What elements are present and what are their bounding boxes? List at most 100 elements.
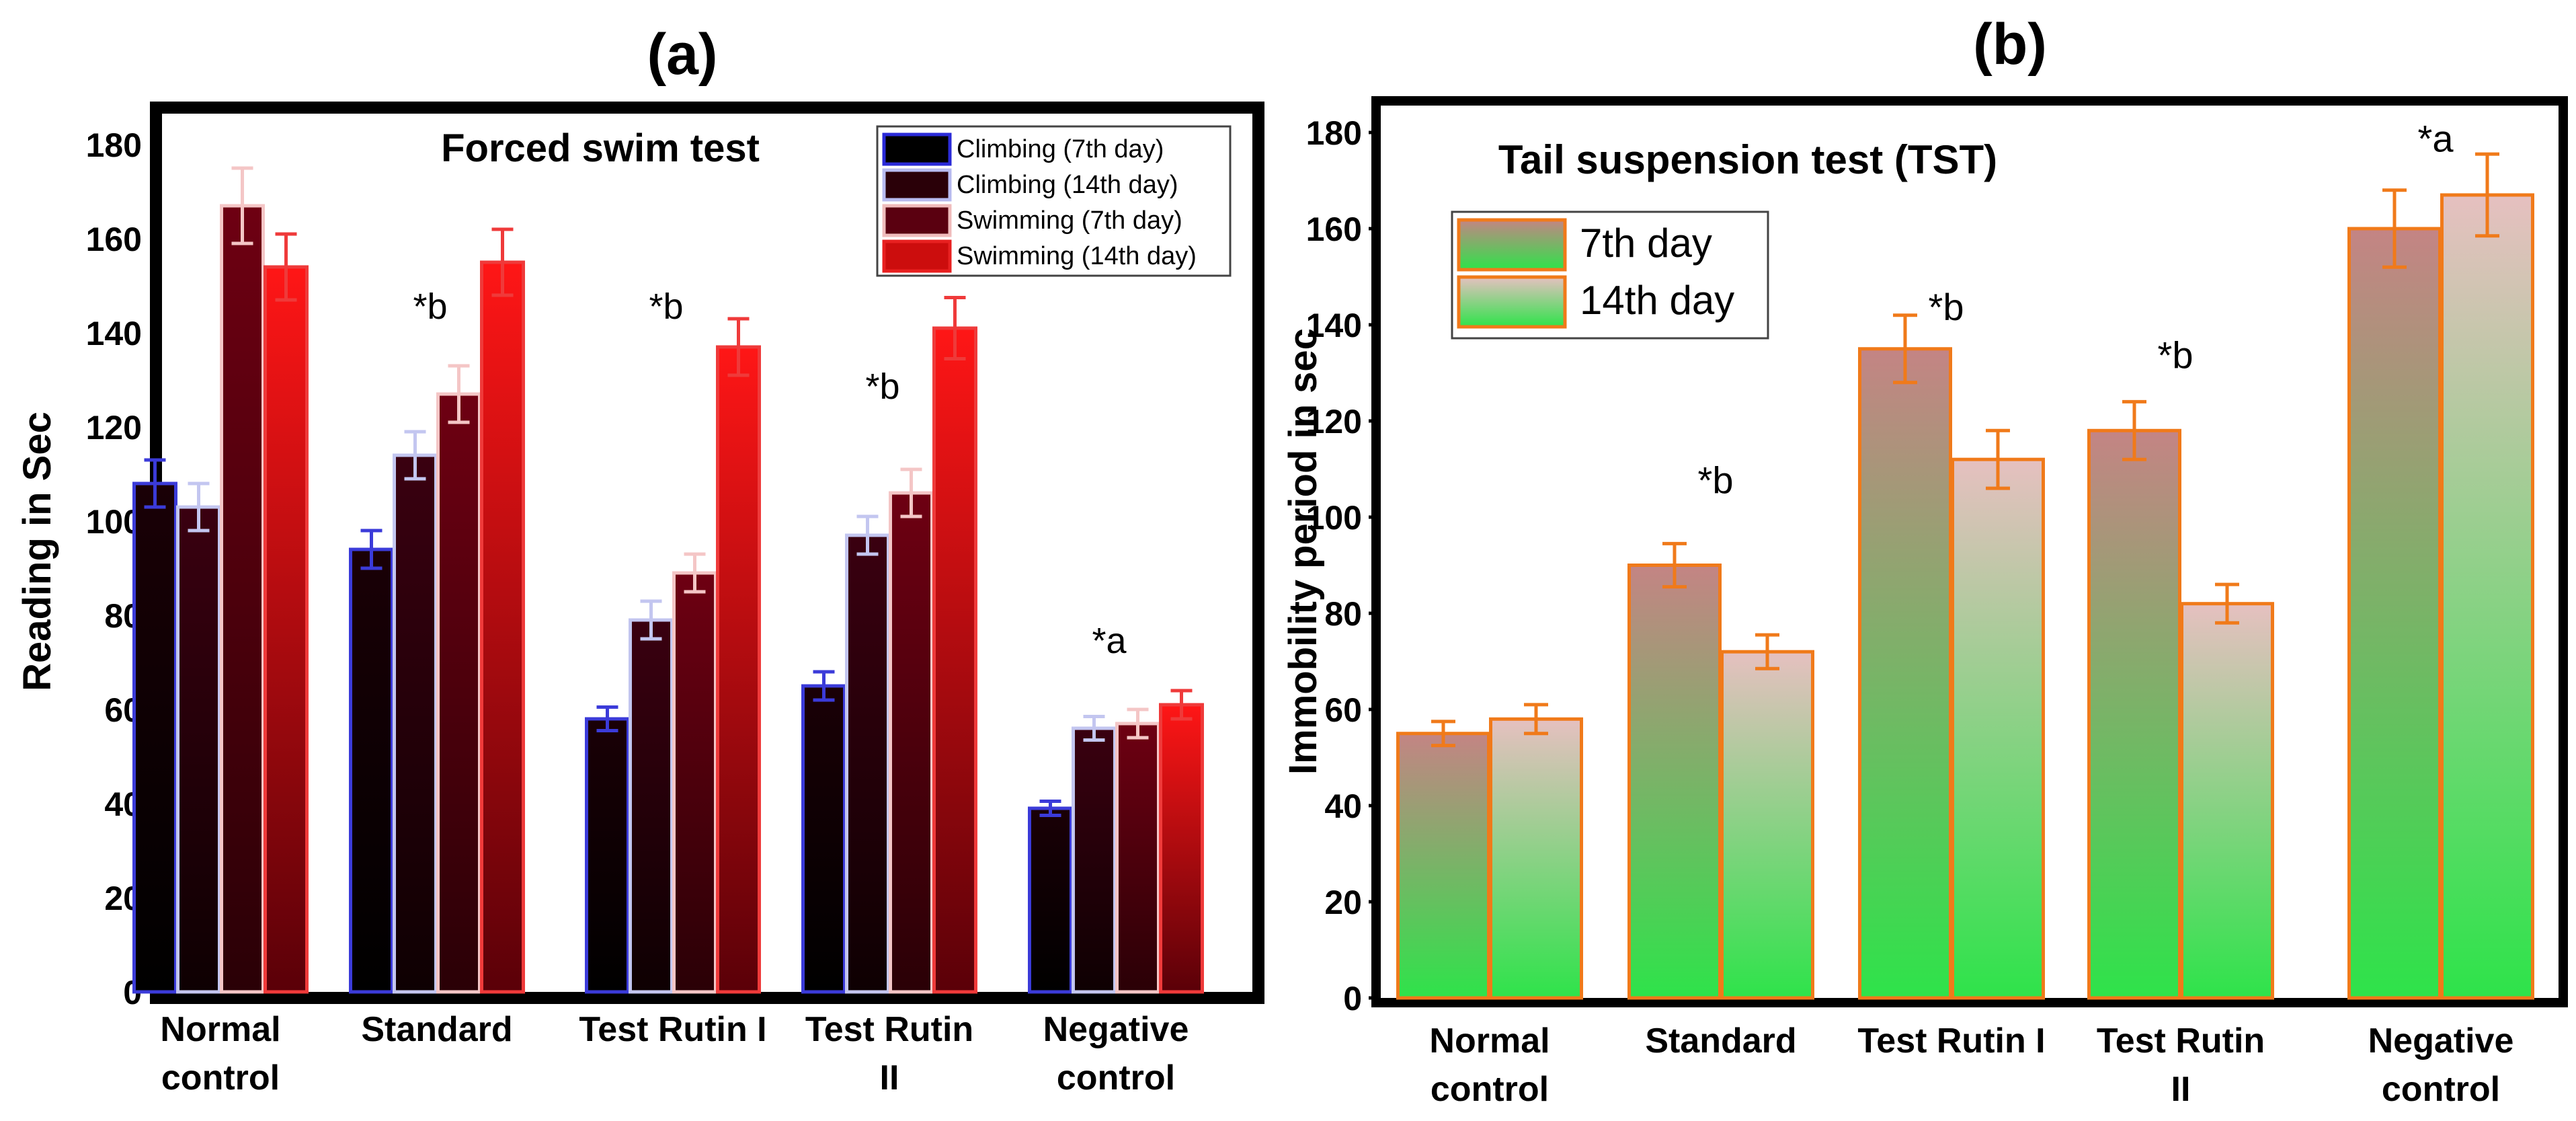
panel-b-legend: 7th day 14th day: [1451, 210, 1769, 340]
panel-a-x-tick-label: Standard: [361, 1010, 512, 1049]
panel-a-legend-label: Climbing (7th day): [957, 135, 1164, 163]
panel-b-y-tick-label: 80: [1324, 595, 1362, 633]
panel-a-bar: [889, 491, 934, 994]
panel-a-error-bar: [448, 364, 470, 424]
panel-a-x-tick-label: Test Rutin I: [579, 1010, 766, 1049]
panel-a-bar: [1115, 722, 1160, 994]
panel-b-bar: [1951, 457, 2045, 1000]
panel-b-bar: [2440, 193, 2534, 1000]
panel-a-y-tick-label: 180: [86, 126, 142, 164]
panel-b-tail-suspension-chart: (b) Tail suspension test (TST) Immobilit…: [1281, 12, 2568, 1109]
panel-a-legend-swatch: [882, 239, 952, 273]
panel-a-error-bar: [1127, 707, 1149, 740]
panel-a-x-tick-label: control: [161, 1058, 280, 1097]
panel-b-legend-label: 7th day: [1580, 221, 1712, 266]
panel-a-significance-label: *b: [649, 286, 683, 327]
panel-a-error-bar: [900, 467, 922, 518]
panel-a-error-bar: [188, 481, 210, 533]
panel-b-bar: [1627, 564, 1722, 1000]
panel-a-legend-label: Swimming (14th day): [957, 242, 1197, 270]
panel-a-y-tick-label: 120: [86, 409, 142, 447]
panel-b-error-bar: [2122, 399, 2146, 461]
panel-b-y-axis-label: Immobility period in sec: [1281, 328, 1325, 775]
panel-b-legend-label: 14th day: [1580, 278, 1734, 323]
panel-b-x-tick-label: control: [1431, 1070, 1549, 1109]
panel-b-title: Tail suspension test (TST): [1498, 137, 1997, 182]
panel-a-legend-label: Swimming (7th day): [957, 206, 1182, 235]
panel-b-y-tick-label: 60: [1324, 691, 1362, 729]
panel-b-x-tick-label: Negative: [2368, 1021, 2514, 1060]
panel-a-error-bar: [1039, 800, 1061, 817]
panel-a-error-bar: [944, 296, 966, 360]
panel-a-significance-label: *b: [413, 286, 447, 327]
panel-a-error-bar: [596, 705, 618, 732]
panel-a-bar: [1028, 806, 1073, 994]
panel-b-y-tick-label: 0: [1343, 980, 1362, 1017]
panel-b-error-bar: [2475, 152, 2499, 238]
panel-a-forced-swim-chart: (a) Forced swim test Reading in Sec 0204…: [15, 22, 1264, 1097]
panel-a-bar: [801, 684, 846, 994]
panel-a-error-bar: [727, 317, 750, 377]
panel-b-x-tick-label: Test Rutin: [2097, 1021, 2265, 1060]
panel-b-y-tick-label: 20: [1324, 884, 1362, 921]
panel-b-y-tick-label: 120: [1306, 403, 1362, 440]
panel-b-significance-label: *b: [1698, 459, 1734, 501]
panel-a-error-bar: [275, 232, 297, 302]
panel-a-legend-swatch: [882, 204, 952, 237]
panel-b-x-tick-label: Test Rutin I: [1857, 1021, 2045, 1060]
panel-b-significance-label: *a: [2418, 118, 2454, 160]
panel-b-x-tick-label: Normal: [1429, 1021, 1549, 1060]
panel-b-legend-swatch: [1457, 218, 1567, 272]
panel-b-annotations: *b *b *b *a: [1698, 118, 2454, 502]
panel-a-bar: [436, 392, 481, 994]
panel-b-y-tick-label: 140: [1306, 307, 1362, 344]
panel-a-y-tick-label: 160: [86, 221, 142, 258]
panel-b-significance-label: *b: [1929, 286, 1964, 328]
panel-b-error-bar: [1986, 428, 2010, 490]
panel-a-significance-label: *b: [865, 366, 899, 407]
panel-a-x-tick-label: Test Rutin: [805, 1010, 973, 1049]
panel-a-legend-swatch: [882, 168, 952, 202]
panel-a-error-bar: [231, 166, 253, 245]
panel-b-bar: [2347, 227, 2442, 1000]
panel-a-x-tick-label: II: [880, 1058, 899, 1097]
panel-b-error-bar: [1431, 720, 1455, 748]
panel-a-error-bar: [360, 529, 383, 570]
panel-b-error-bar: [1662, 541, 1687, 589]
panel-a-error-bar: [491, 227, 514, 297]
panel-a-error-bar: [640, 599, 662, 641]
panel-a-error-bar: [813, 670, 835, 702]
panel-b-error-bars: [1431, 152, 2499, 748]
panel-a-legend-label: Climbing (14th day): [957, 171, 1178, 199]
panel-b-label: (b): [1973, 12, 2047, 77]
panel-b-bar: [1489, 717, 1583, 1000]
panel-b-x-tick-label: Standard: [1645, 1021, 1796, 1060]
panel-a-significance-label: *a: [1092, 621, 1127, 661]
panel-b-legend-swatch: [1457, 275, 1567, 329]
panel-b-y-tick-label: 180: [1306, 114, 1362, 152]
panel-a-error-bar: [404, 430, 426, 481]
panel-b-bar: [2087, 428, 2181, 1000]
panel-a-bar: [672, 571, 717, 994]
panel-a-annotations: *b *b *b *a: [413, 286, 1127, 661]
panel-a-error-bars: [144, 166, 1193, 817]
panel-a-bar: [845, 533, 890, 994]
panel-b-bar: [1858, 347, 1952, 1000]
panel-a-bar: [349, 547, 394, 994]
panel-b-error-bar: [1893, 313, 1917, 385]
panel-b-error-bar: [2215, 582, 2239, 625]
panel-a-bar: [585, 717, 630, 994]
panel-b-x-tick-labels: Normal control Standard Test Rutin I Test Ru…: [1429, 1021, 2513, 1109]
panel-a-error-bar: [856, 514, 879, 556]
panel-a-title: Forced swim test: [441, 126, 760, 170]
panel-a-x-tick-label: Negative: [1043, 1010, 1189, 1049]
panel-a-bar: [480, 260, 525, 994]
panel-a-bar: [220, 204, 265, 994]
panel-a-y-tick-label: 140: [86, 315, 142, 352]
panel-b-error-bar: [1755, 633, 1779, 670]
panel-a-legend: Climbing (7th day) Climbing (14th day) Swi…: [876, 125, 1232, 277]
panel-a-bar: [132, 481, 177, 994]
panel-b-x-tick-label: control: [2382, 1070, 2500, 1109]
panel-b-error-bar: [2382, 188, 2407, 269]
